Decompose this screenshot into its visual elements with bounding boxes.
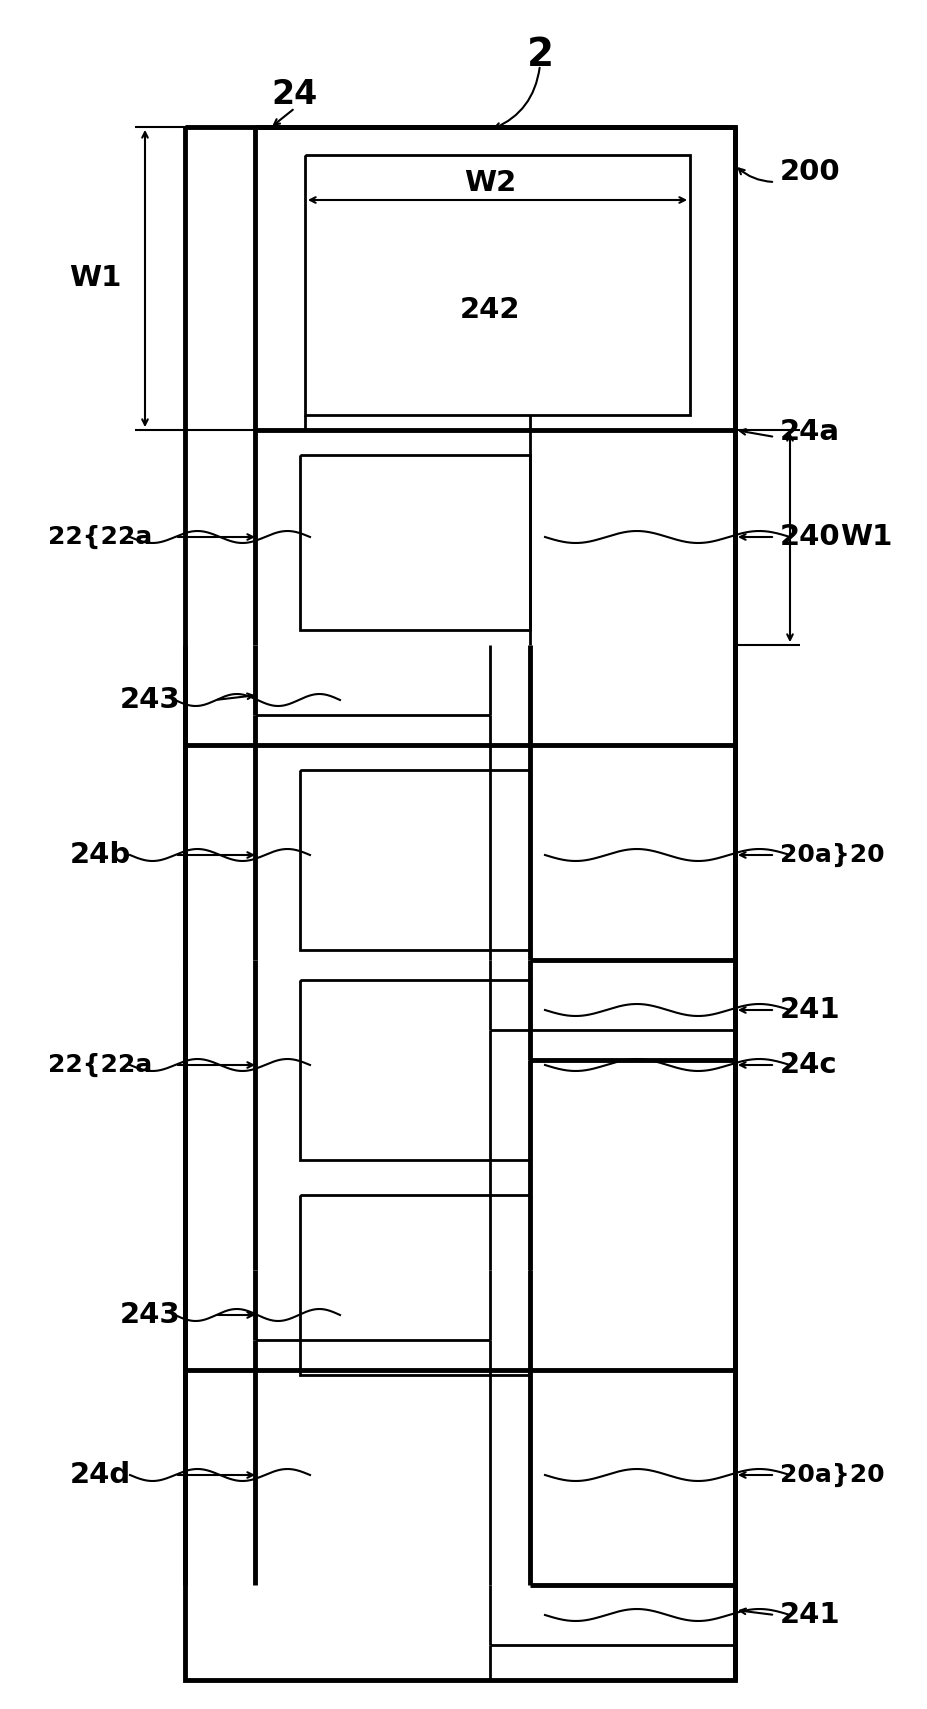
Text: 20a}20: 20a}20: [780, 1463, 883, 1487]
Text: 24b: 24b: [70, 841, 131, 868]
Text: 240: 240: [780, 523, 840, 550]
Text: 24c: 24c: [780, 1051, 837, 1078]
Text: 242: 242: [459, 296, 520, 325]
Text: 24a: 24a: [780, 419, 839, 446]
Text: 243: 243: [120, 685, 180, 714]
Text: 24: 24: [272, 79, 318, 111]
Text: 241: 241: [780, 1601, 840, 1629]
Text: 22{22a: 22{22a: [48, 1053, 152, 1077]
Text: 24d: 24d: [70, 1461, 131, 1489]
Text: 22{22a: 22{22a: [48, 525, 152, 549]
Text: W2: W2: [464, 169, 515, 197]
Text: W1: W1: [839, 523, 892, 550]
Text: 241: 241: [780, 996, 840, 1024]
Text: 2: 2: [526, 36, 553, 73]
Text: W1: W1: [69, 263, 121, 292]
Text: 20a}20: 20a}20: [780, 843, 883, 866]
Text: 200: 200: [780, 157, 840, 186]
Text: 243: 243: [120, 1301, 180, 1330]
